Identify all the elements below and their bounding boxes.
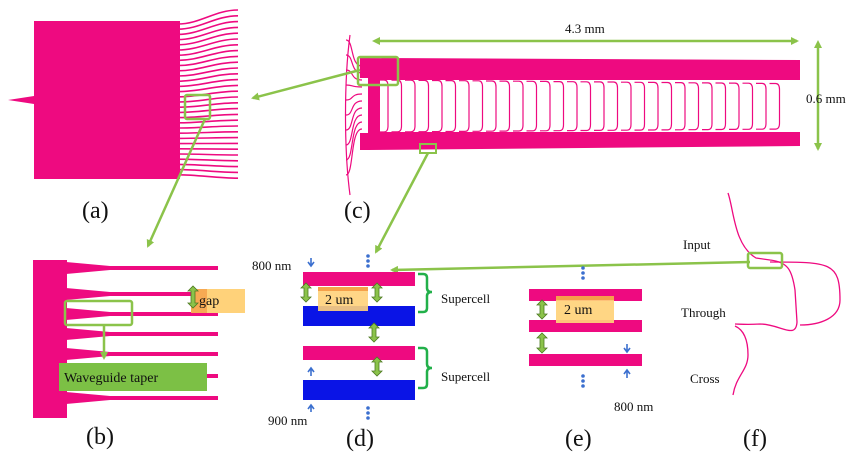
width-highlight-d-edge <box>318 287 368 291</box>
panel-a-zoom-box <box>183 93 212 121</box>
panel-e-label: (e) <box>565 426 592 452</box>
thickness-label-d-bottom: 900 nm <box>268 413 307 428</box>
cross-label: Cross <box>690 371 720 386</box>
width-highlight-e-edge <box>556 296 614 300</box>
width-label-d: 2 um <box>325 293 354 308</box>
gap-arrow-d-3 <box>371 356 383 377</box>
panel-c-label: (c) <box>344 198 371 224</box>
thickness-arrow-e-bottom <box>623 368 631 378</box>
panel-d-label: (d) <box>346 426 374 452</box>
zoom-arrow-c-to-d <box>374 152 430 254</box>
width-arrow-d-left <box>300 282 312 303</box>
through-label: Through <box>681 305 726 320</box>
panel-a-fanout <box>8 9 239 179</box>
supercell-bracket-2 <box>418 346 433 390</box>
thickness-arrow-d-bottom <box>307 366 315 376</box>
height-label: 0.6 mm <box>806 91 846 106</box>
panel-f-zoom-box <box>746 251 784 270</box>
gap-arrow-e <box>536 332 548 354</box>
gap-arrow-d-2 <box>368 322 380 343</box>
thickness-label-e: 800 nm <box>614 399 653 414</box>
panel-f-coupler <box>727 192 841 396</box>
supercell-bracket-1 <box>418 272 433 314</box>
width-label-e: 2 um <box>564 303 593 318</box>
zoom-arrow-a-to-b <box>146 118 207 248</box>
zoom-arrow-c-to-a <box>251 68 361 101</box>
panel-a-label: (a) <box>82 198 109 224</box>
panel-b-zoom-box <box>63 299 134 327</box>
dots-e <box>581 266 585 388</box>
thickness-arrow-d-bottom2 <box>307 403 315 412</box>
supercell-label-2: Supercell <box>441 369 490 384</box>
panel-b-taper <box>33 260 218 418</box>
gap-arrow <box>187 285 199 309</box>
panel-b-label: (b) <box>86 424 114 450</box>
taper-label: Waveguide taper <box>64 371 158 386</box>
panel-f-label: (f) <box>743 426 767 452</box>
gap-label: gap <box>199 294 219 309</box>
supercell-label-1: Supercell <box>441 291 490 306</box>
panel-c-device <box>344 34 800 196</box>
width-arrow-e <box>536 299 548 320</box>
width-highlight-e <box>556 296 614 323</box>
thickness-label-d-top: 800 nm <box>252 258 291 273</box>
taper-label-box <box>59 363 207 391</box>
dots-d <box>366 254 370 420</box>
thickness-arrow-d-top <box>307 258 315 268</box>
gap-arrow-d-1 <box>371 282 383 303</box>
thickness-arrow-e-top <box>623 344 631 354</box>
input-label: Input <box>683 237 711 252</box>
length-label: 4.3 mm <box>565 21 605 36</box>
zoom-arrow-f-to-d <box>390 260 751 274</box>
